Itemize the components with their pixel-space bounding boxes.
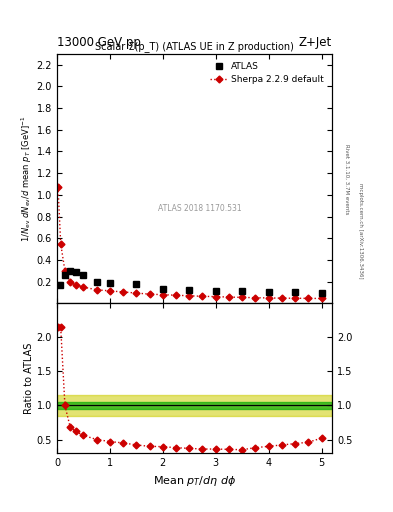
Sherpa 2.2.9 default — [121, 289, 125, 295]
ATLAS — [57, 282, 62, 288]
ATLAS — [319, 289, 324, 295]
ATLAS — [266, 289, 271, 295]
ATLAS — [62, 272, 67, 278]
Sherpa 2.2.9 default — [187, 293, 192, 299]
ATLAS — [187, 287, 192, 293]
ATLAS — [73, 269, 78, 275]
ATLAS — [240, 288, 244, 294]
Sherpa 2.2.9 default — [200, 293, 205, 300]
Text: Z+Jet: Z+Jet — [299, 36, 332, 49]
Line: ATLAS: ATLAS — [56, 267, 325, 296]
Sherpa 2.2.9 default — [253, 294, 258, 301]
ATLAS — [68, 268, 73, 274]
Sherpa 2.2.9 default — [81, 284, 86, 290]
ATLAS — [108, 280, 112, 286]
ATLAS — [81, 271, 86, 278]
Sherpa 2.2.9 default — [134, 290, 139, 296]
Sherpa 2.2.9 default — [213, 293, 218, 300]
ATLAS — [134, 281, 139, 287]
ATLAS — [213, 288, 218, 294]
Text: ATLAS 2018 1170.531: ATLAS 2018 1170.531 — [158, 204, 242, 213]
ATLAS — [160, 286, 165, 292]
Sherpa 2.2.9 default — [240, 294, 244, 301]
X-axis label: Mean $p_T/d\eta\ d\phi$: Mean $p_T/d\eta\ d\phi$ — [153, 474, 236, 487]
Sherpa 2.2.9 default — [108, 288, 112, 294]
Sherpa 2.2.9 default — [147, 291, 152, 297]
Sherpa 2.2.9 default — [174, 292, 178, 298]
Sherpa 2.2.9 default — [266, 295, 271, 301]
Sherpa 2.2.9 default — [306, 295, 310, 302]
ATLAS — [293, 289, 298, 295]
Sherpa 2.2.9 default — [94, 287, 99, 293]
Sherpa 2.2.9 default — [160, 292, 165, 298]
Bar — [57, 395, 332, 416]
Sherpa 2.2.9 default — [279, 295, 284, 301]
Legend: ATLAS, Sherpa 2.2.9 default: ATLAS, Sherpa 2.2.9 default — [207, 58, 328, 88]
Sherpa 2.2.9 default — [62, 268, 67, 274]
Y-axis label: $1/N_\mathrm{ev}\ dN_\mathrm{ev}/d\ \mathrm{mean}\ p_T\ [\mathrm{GeV}]^{-1}$: $1/N_\mathrm{ev}\ dN_\mathrm{ev}/d\ \mat… — [19, 115, 34, 242]
Sherpa 2.2.9 default — [226, 294, 231, 300]
ATLAS — [94, 279, 99, 285]
Text: 13000 GeV pp: 13000 GeV pp — [57, 36, 141, 49]
Sherpa 2.2.9 default — [68, 279, 73, 285]
Line: Sherpa 2.2.9 default: Sherpa 2.2.9 default — [56, 185, 324, 301]
Sherpa 2.2.9 default — [56, 184, 61, 190]
Sherpa 2.2.9 default — [319, 295, 324, 302]
Sherpa 2.2.9 default — [73, 282, 78, 288]
Text: mcplots.cern.ch [arXiv:1306.3436]: mcplots.cern.ch [arXiv:1306.3436] — [358, 183, 363, 278]
Title: Scalar Σ(p_T) (ATLAS UE in Z production): Scalar Σ(p_T) (ATLAS UE in Z production) — [95, 41, 294, 53]
Sherpa 2.2.9 default — [58, 241, 63, 247]
Text: Rivet 3.1.10, 3.7M events: Rivet 3.1.10, 3.7M events — [344, 144, 349, 215]
Sherpa 2.2.9 default — [293, 295, 298, 302]
Bar — [57, 402, 332, 409]
Y-axis label: Ratio to ATLAS: Ratio to ATLAS — [24, 343, 34, 414]
